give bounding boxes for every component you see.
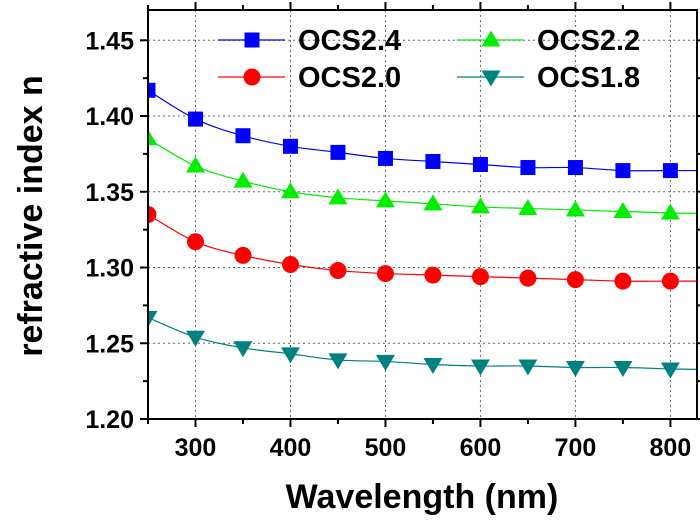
x-tick-label: 600 xyxy=(460,434,502,462)
data-point xyxy=(188,112,203,127)
data-point xyxy=(330,145,345,160)
data-point xyxy=(518,359,537,375)
data-point xyxy=(282,256,299,273)
series-line xyxy=(148,90,700,171)
legend-entry: OCS2.0 xyxy=(218,62,401,94)
data-point xyxy=(423,194,442,210)
data-point xyxy=(568,160,583,175)
x-tick-label: 700 xyxy=(555,434,597,462)
legend-label: OCS2.2 xyxy=(537,25,640,57)
data-point xyxy=(471,359,490,375)
legend-label: OCS2.4 xyxy=(298,25,401,57)
legend: OCS2.4 OCS2.2 OCS2.0 OCS1.8 xyxy=(218,25,640,94)
data-point xyxy=(613,202,632,218)
legend-marker xyxy=(482,71,501,87)
legend-label: OCS1.8 xyxy=(537,62,640,94)
data-point xyxy=(661,363,680,379)
series-OCS2.0 xyxy=(140,206,700,290)
y-tick-label: 1.35 xyxy=(85,179,134,207)
data-point xyxy=(377,265,394,282)
legend-entry: OCS1.8 xyxy=(457,62,640,94)
x-tick-label: 500 xyxy=(365,434,407,462)
legend-marker xyxy=(244,69,261,86)
data-point xyxy=(661,203,680,219)
data-point xyxy=(281,347,300,363)
legend-label: OCS2.0 xyxy=(298,62,401,94)
data-point xyxy=(186,157,205,173)
data-point xyxy=(613,361,632,377)
series-layer xyxy=(139,83,700,379)
data-point xyxy=(376,355,395,371)
x-tick-label: 300 xyxy=(175,434,217,462)
data-point xyxy=(663,163,678,178)
legend-marker xyxy=(245,33,260,48)
data-point xyxy=(473,157,488,172)
legend-marker xyxy=(482,31,501,47)
data-point xyxy=(614,273,631,290)
series-OCS2.4 xyxy=(141,83,700,178)
data-point xyxy=(519,270,536,287)
data-point xyxy=(328,353,347,369)
y-tick-label: 1.20 xyxy=(85,406,134,434)
series-OCS1.8 xyxy=(139,311,700,379)
data-point xyxy=(425,154,440,169)
series-line xyxy=(148,215,700,282)
data-point xyxy=(328,188,347,204)
data-point xyxy=(615,163,630,178)
y-tick-label: 1.30 xyxy=(85,255,134,283)
data-point xyxy=(234,247,251,264)
data-point xyxy=(518,199,537,215)
x-tick-label: 800 xyxy=(650,434,692,462)
legend-entry: OCS2.4 xyxy=(218,25,401,57)
y-tick-label: 1.40 xyxy=(85,103,134,131)
data-point xyxy=(520,160,535,175)
data-point xyxy=(187,233,204,250)
data-point xyxy=(424,267,441,284)
data-point xyxy=(662,273,679,290)
data-point xyxy=(376,191,395,207)
data-point xyxy=(423,358,442,374)
x-axis-title: Wavelength (nm) xyxy=(286,478,559,516)
data-point xyxy=(235,128,250,143)
data-point xyxy=(471,197,490,213)
data-point xyxy=(378,151,393,166)
x-tick-label: 400 xyxy=(270,434,312,462)
data-point xyxy=(566,200,585,216)
data-point xyxy=(329,262,346,279)
data-point xyxy=(567,271,584,288)
y-tick-label: 1.45 xyxy=(85,27,134,55)
y-tick-label: 1.25 xyxy=(85,330,134,358)
data-point xyxy=(566,361,585,377)
data-point xyxy=(472,268,489,285)
y-axis-title: refractive index n xyxy=(12,75,50,357)
data-point xyxy=(283,139,298,154)
legend-entry: OCS2.2 xyxy=(457,25,640,57)
